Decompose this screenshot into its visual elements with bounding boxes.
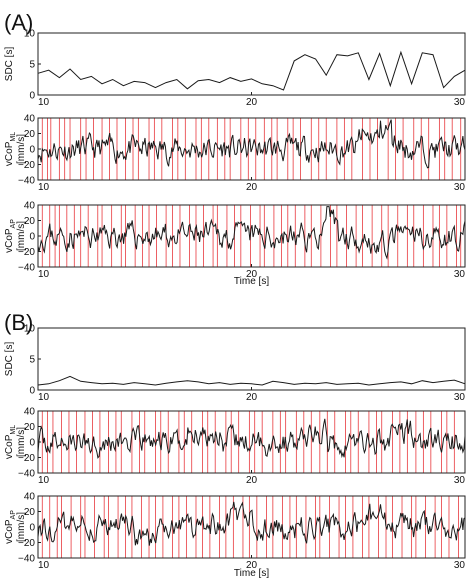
x-axis-label: Time [s] — [234, 568, 269, 579]
x-tick-label: 10 — [38, 182, 50, 193]
series-line — [37, 119, 466, 169]
y-tick-label: −20 — [18, 160, 35, 171]
y-axis-label: SDC [s] — [4, 47, 15, 82]
y-axis-label: SDC [s] — [4, 342, 15, 377]
axes-frame — [37, 32, 466, 96]
panel-label: (A) — [4, 10, 33, 35]
y-tick-label: 20 — [24, 216, 36, 227]
series-line — [37, 375, 466, 386]
axes-frame — [37, 410, 466, 474]
y-tick-label: 40 — [24, 492, 36, 503]
y-tick-label: −40 — [18, 554, 35, 565]
y-tick-label: 5 — [29, 355, 35, 366]
y-tick-label: 10 — [24, 29, 36, 40]
x-tick-label: 20 — [246, 560, 258, 571]
x-tick-label: 10 — [38, 560, 50, 571]
y-axis-unit: [mm/s] — [16, 134, 27, 164]
series-line — [37, 50, 466, 91]
subplot-1: 0 5 10 10 20 30 SDC [s] — [4, 324, 466, 403]
y-axis-unit: [mm/s] — [16, 427, 27, 457]
series-line — [37, 501, 466, 546]
x-tick-label: 10 — [38, 269, 50, 280]
x-axis-label: Time [s] — [234, 276, 269, 287]
x-tick-label: 30 — [454, 475, 466, 486]
y-axis-label: vCoPML — [4, 132, 17, 166]
series-line — [37, 418, 466, 459]
y-tick-label: −20 — [18, 247, 35, 258]
x-tick-label: 10 — [38, 97, 50, 108]
y-axis-unit: [mm/s] — [16, 512, 27, 542]
axes-frame — [37, 327, 466, 391]
series-line — [37, 206, 466, 260]
x-tick-label: 30 — [454, 392, 466, 403]
y-tick-label: 0 — [29, 91, 35, 102]
y-tick-label: −40 — [18, 469, 35, 480]
x-tick-label: 20 — [246, 392, 258, 403]
y-tick-label: 0 — [29, 232, 35, 243]
y-axis-label: vCoPAP — [4, 219, 17, 253]
y-tick-label: 0 — [29, 438, 35, 449]
x-tick-label: 30 — [454, 97, 466, 108]
y-tick-label: 0 — [29, 145, 35, 156]
x-tick-label: 20 — [246, 182, 258, 193]
y-axis-label: vCoPML — [4, 425, 17, 459]
x-tick-label: 20 — [246, 475, 258, 486]
x-tick-label: 30 — [454, 182, 466, 193]
subplot-3: −40 −20 0 20 40 10 20 30 vCoPAP [mm/s] — [4, 492, 466, 571]
y-tick-label: −40 — [18, 263, 35, 274]
x-tick-label: 10 — [38, 392, 50, 403]
axes-frame — [37, 495, 466, 559]
y-tick-label: 0 — [29, 386, 35, 397]
x-tick-label: 20 — [246, 97, 258, 108]
x-tick-label: 30 — [454, 560, 466, 571]
x-tick-label: 30 — [454, 269, 466, 280]
subplot-1: 0 5 10 10 20 30 SDC [s] — [4, 29, 466, 108]
y-tick-label: −20 — [18, 538, 35, 549]
y-axis-unit: [mm/s] — [16, 221, 27, 251]
y-tick-label: −40 — [18, 176, 35, 187]
subplot-3: −40 −20 0 20 40 10 20 30 vCoPAP [mm/s] — [4, 201, 466, 280]
y-tick-label: 0 — [29, 523, 35, 534]
subplot-2: −40 −20 0 20 40 10 20 30 vCoPML [mm/s] — [4, 407, 466, 486]
subplot-2: −40 −20 0 20 40 10 20 30 vCoPML [mm/s] — [4, 114, 466, 193]
y-tick-label: 5 — [29, 60, 35, 71]
y-tick-label: 20 — [24, 129, 36, 140]
y-tick-label: 20 — [24, 422, 36, 433]
y-tick-label: 40 — [24, 114, 36, 125]
panel-label: (B) — [4, 310, 33, 335]
y-tick-label: 40 — [24, 201, 36, 212]
x-tick-label: 20 — [246, 269, 258, 280]
y-tick-label: 20 — [24, 507, 36, 518]
y-tick-label: −20 — [18, 453, 35, 464]
y-axis-label: vCoPAP — [4, 510, 17, 544]
x-tick-label: 10 — [38, 475, 50, 486]
y-tick-label: 10 — [24, 324, 36, 335]
y-tick-label: 40 — [24, 407, 36, 418]
